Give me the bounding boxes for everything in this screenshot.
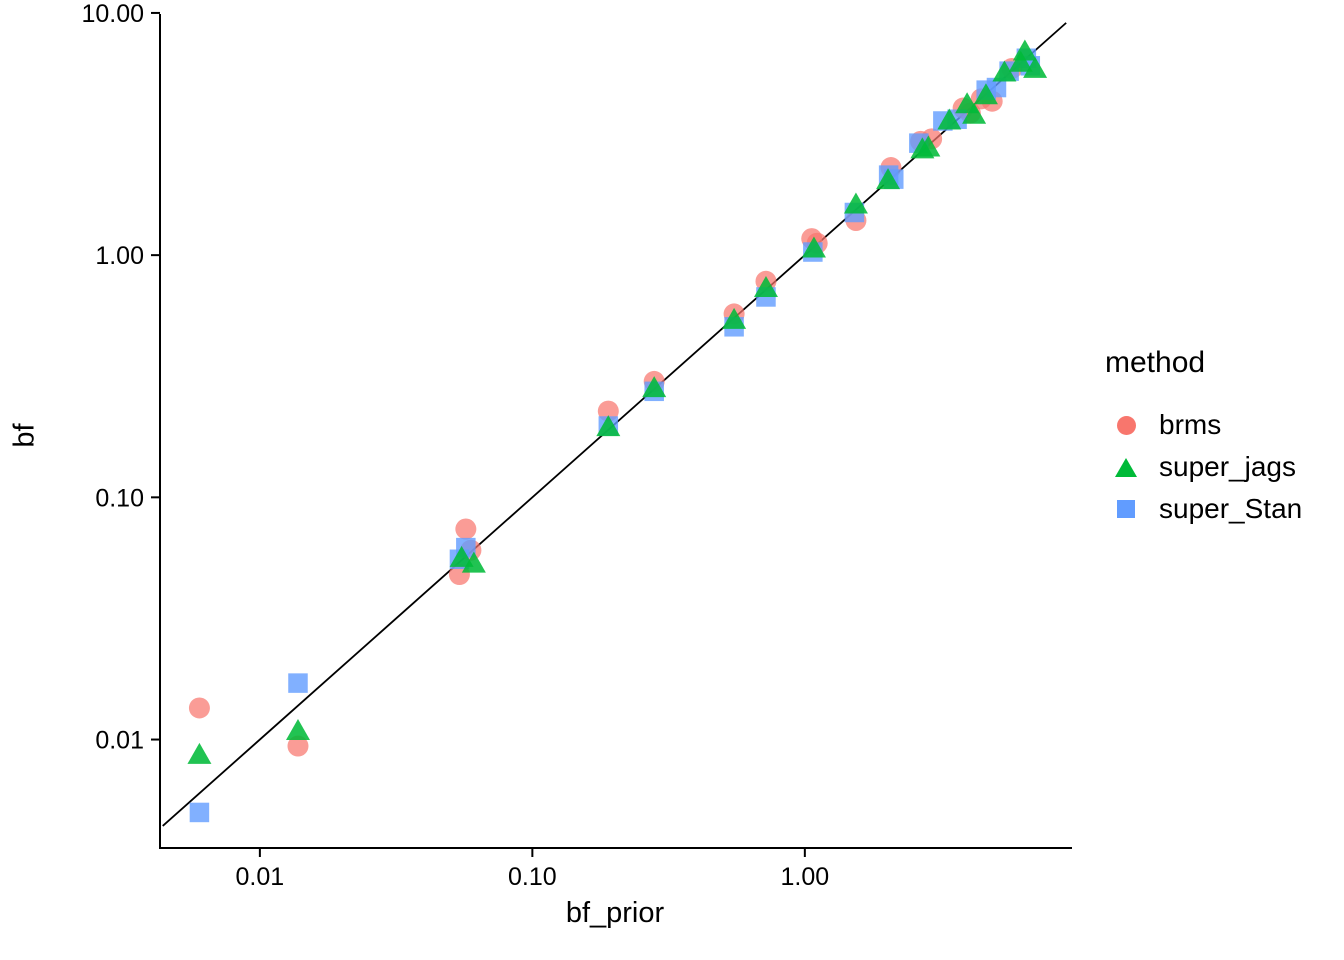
legend-label: super_Stan	[1159, 493, 1303, 524]
y-tick-label: 0.01	[95, 727, 144, 755]
data-point-super_jags	[461, 551, 486, 573]
legend-key-triangle	[1115, 457, 1137, 477]
data-point-super_jags	[843, 192, 868, 214]
y-tick-label: 0.10	[95, 484, 144, 512]
legend-key-square	[1117, 500, 1135, 518]
y-axis-title: bf	[8, 423, 41, 448]
data-point-super_jags	[916, 135, 941, 157]
data-point-super_jags	[285, 718, 310, 740]
data-point-super_jags	[937, 108, 962, 130]
data-point-super_jags	[1023, 56, 1048, 78]
data-point-super_Stan	[189, 802, 210, 823]
x-tick-label: 0.01	[236, 863, 285, 891]
data-point-brms	[188, 697, 210, 719]
data-point-super_jags	[876, 168, 901, 190]
data-point-super_Stan	[288, 673, 308, 693]
legend-item-brms: brms	[1103, 404, 1302, 446]
legend-label: super_jags	[1159, 451, 1296, 482]
data-point-super_jags	[801, 236, 826, 258]
x-tick-label: 0.10	[508, 863, 557, 891]
legend-key-circle	[1116, 415, 1136, 435]
data-point-super_jags	[973, 83, 998, 105]
circle-icon	[1114, 415, 1138, 435]
square-icon	[1114, 500, 1138, 518]
data-point-brms	[287, 735, 309, 757]
y-tick-label: 1.00	[95, 242, 144, 270]
legend: method brms super_jags super_Stan	[1103, 346, 1302, 530]
legend-title: method	[1105, 346, 1206, 379]
data-point-super_jags	[992, 60, 1017, 82]
x-tick-label: 1.00	[781, 863, 830, 891]
triangle-icon	[1114, 457, 1138, 477]
data-point-brms	[455, 518, 477, 540]
data-point-super_Stan	[986, 77, 1007, 98]
y-tick-label: 10.00	[81, 0, 144, 28]
legend-item-super_Stan: super_Stan	[1103, 488, 1302, 530]
data-point-super_jags	[449, 545, 474, 567]
data-point-super_jags	[722, 307, 747, 329]
data-point-super_jags	[596, 415, 621, 437]
data-point-super_jags	[1012, 39, 1037, 61]
legend-items: brms super_jags super_Stan	[1103, 404, 1302, 530]
data-point-super_jags	[187, 742, 212, 764]
legend-label: brms	[1159, 409, 1222, 440]
legend-item-super_jags: super_jags	[1103, 446, 1302, 488]
data-point-super_jags	[753, 276, 778, 298]
data-point-super_jags	[642, 376, 667, 398]
x-axis-title: bf_prior	[565, 897, 665, 929]
data-point-super_jags	[1008, 50, 1033, 72]
data-point-super_jags	[962, 102, 987, 124]
